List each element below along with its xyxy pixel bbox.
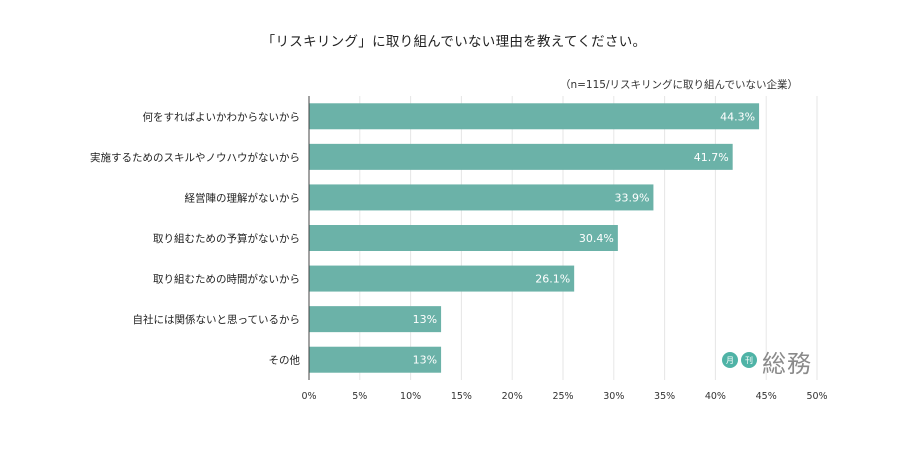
sample-note: （n=115/リスキリングに取り組んでいない企業） — [559, 79, 798, 91]
bar — [309, 346, 442, 373]
x-tick-label: 5% — [352, 391, 367, 402]
bar — [309, 225, 618, 251]
bar-layer — [309, 103, 760, 373]
category-label: その他 — [269, 354, 301, 367]
category-label: 経営陣の理解がないから — [185, 191, 301, 204]
x-tick-label: 50% — [806, 391, 827, 402]
category-label: 取り組むための時間がないから — [153, 273, 300, 286]
x-tick-label: 15% — [451, 391, 472, 402]
category-label: 自社には関係ないと思っているから — [133, 313, 300, 326]
x-tick-label: 35% — [654, 391, 675, 402]
x-tick-label: 45% — [756, 391, 777, 402]
brand-circle-kan: 刊 — [741, 352, 757, 368]
x-tick-label: 25% — [552, 391, 573, 402]
x-tick-label: 0% — [301, 391, 316, 402]
value-label: 41.7% — [694, 151, 729, 164]
category-label: 何をすればよいかわからないから — [143, 110, 301, 123]
grid-layer — [359, 96, 818, 380]
x-tick-label: 10% — [400, 391, 421, 402]
category-label: 実施するためのスキルやノウハウがないから — [90, 151, 300, 164]
brand-circle-tsuki: 月 — [722, 352, 738, 368]
value-label: 13% — [413, 354, 437, 367]
bar — [309, 184, 654, 211]
x-tick-label: 20% — [502, 391, 523, 402]
value-label: 44.3% — [720, 110, 755, 123]
bar — [309, 103, 760, 130]
x-tick-label: 40% — [705, 391, 726, 402]
chart-title: 「リスキリング」に取り組んでいない理由を教えてください。 — [261, 34, 647, 50]
label-layer: 0% 5% 10% 15% 20% 25% 30% 35% 40% 45% 50% 何をすればよいかわ… — [90, 110, 828, 402]
brand-logo: 月 刊 総務 — [722, 346, 812, 378]
value-label: 30.4% — [579, 232, 614, 245]
value-label: 13% — [413, 313, 437, 326]
x-tick-label: 30% — [603, 391, 624, 402]
brand-name: 総務 — [762, 349, 812, 378]
value-label: 33.9% — [614, 191, 649, 204]
category-label: 取り組むための予算がないから — [153, 232, 300, 245]
bar — [309, 306, 442, 333]
value-label: 26.1% — [535, 273, 570, 286]
bar — [309, 265, 575, 292]
bar — [309, 143, 733, 170]
